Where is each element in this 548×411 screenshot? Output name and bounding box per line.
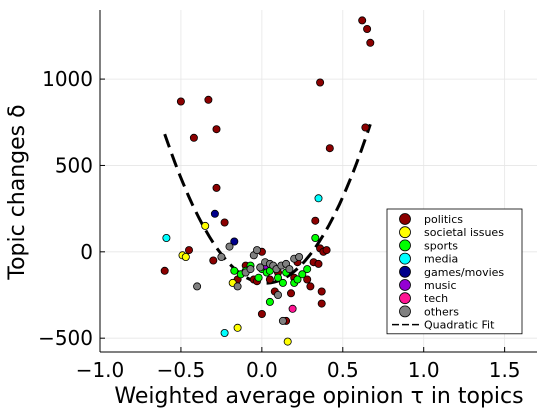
legend-label-6: tech [424, 292, 448, 305]
y-axis-label: Topic changes δ [5, 104, 30, 280]
point-politics-23 [306, 282, 315, 291]
point-sports-10 [278, 278, 287, 287]
point-others-8 [256, 263, 265, 272]
x-tick-label-1: −0.5 [157, 358, 206, 382]
point-politics-30 [317, 299, 326, 308]
point-politics-15 [265, 275, 274, 284]
point-sports-14 [298, 270, 307, 279]
legend-label-3: media [424, 253, 458, 266]
point-others-1 [217, 252, 226, 261]
point-others-13 [273, 290, 282, 299]
point-politics-34 [358, 16, 367, 25]
point-politics-6 [209, 256, 218, 265]
point-politics-32 [322, 246, 331, 255]
point-media-1 [220, 328, 229, 337]
point-sports-9 [273, 273, 282, 282]
point-politics-37 [366, 38, 375, 47]
legend-marker-1 [399, 226, 411, 239]
point-media-0 [162, 233, 171, 242]
legend-label-1: societal issues [424, 226, 504, 239]
x-tick-label-5: 1.5 [489, 358, 521, 382]
point-politics-19 [286, 289, 295, 298]
point-politics-33 [325, 144, 334, 153]
x-tick-label-2: 0.0 [246, 358, 278, 382]
point-sports-0 [230, 266, 239, 275]
point-sports-15 [303, 265, 312, 274]
point-others-3 [233, 282, 242, 291]
point-others-7 [252, 246, 261, 255]
point-politics-27 [316, 78, 325, 87]
legend-label-5: music [424, 279, 457, 292]
legend-marker-3 [399, 252, 411, 265]
point-media-2 [314, 194, 323, 203]
legend-label-7: others [424, 305, 459, 318]
legend-label-fit: Quadratic Fit [424, 319, 495, 332]
legend-marker-2 [399, 239, 411, 252]
y-tick-label-0: −500 [38, 326, 93, 350]
point-politics-13 [257, 309, 266, 318]
point-politics-25 [311, 216, 320, 225]
point-politics-29 [317, 287, 326, 296]
point-politics-8 [220, 218, 229, 227]
point-politics-2 [184, 246, 193, 255]
point-others-17 [285, 265, 294, 274]
legend-marker-4 [399, 265, 411, 278]
y-tick-label-2: 500 [55, 153, 93, 177]
point-societal-issues-5 [283, 337, 292, 346]
point-politics-5 [212, 125, 221, 134]
point-sports-16 [311, 233, 320, 242]
point-sports-13 [293, 275, 302, 284]
legend-label-4: games/movies [424, 266, 504, 279]
point-societal-issues-2 [201, 221, 210, 230]
point-societal-issues-1 [181, 252, 190, 261]
x-tick-label-4: 1.0 [408, 358, 440, 382]
point-sports-8 [265, 297, 274, 306]
point-politics-22 [303, 275, 312, 284]
legend-marker-7 [399, 305, 411, 318]
data-points [160, 16, 375, 346]
point-societal-issues-4 [233, 323, 242, 332]
point-politics-0 [160, 266, 169, 275]
y-tick-label-1: 0 [80, 240, 93, 264]
point-politics-35 [361, 123, 370, 132]
legend-marker-5 [399, 279, 411, 291]
tick-labels: −1.0 −0.5 0.0 0.5 1.0 1.5 −500 0 500 1000 [38, 67, 520, 382]
y-tick-label-3: 1000 [42, 67, 93, 91]
axes [99, 10, 537, 353]
point-others-0 [193, 282, 202, 291]
point-politics-3 [189, 133, 198, 142]
point-others-15 [278, 316, 287, 325]
point-politics-7 [212, 183, 221, 192]
point-sports-4 [254, 273, 263, 282]
grid-lines [99, 10, 537, 352]
legend-label-0: politics [424, 213, 463, 226]
point-politics-1 [176, 97, 185, 106]
legend-label-2: sports [424, 239, 458, 252]
x-axis-label: Weighted average opinion τ in topics [114, 384, 523, 409]
point-others-19 [295, 252, 304, 261]
quadratic-fit-layer [163, 123, 372, 285]
point-politics-36 [363, 24, 372, 33]
point-politics-4 [204, 95, 213, 104]
point-games-movies-0 [210, 209, 219, 218]
quadratic-fit-line [163, 123, 372, 285]
point-politics-26 [314, 259, 323, 268]
point-games-movies-1 [230, 237, 239, 246]
legend-marker-6 [399, 292, 411, 305]
legend-marker-0 [399, 213, 411, 225]
point-others-5 [246, 265, 255, 274]
x-tick-label-0: −1.0 [76, 358, 125, 382]
x-tick-label-3: 0.5 [327, 358, 359, 382]
point-tech-0 [288, 304, 297, 313]
point-others-2 [225, 242, 234, 251]
